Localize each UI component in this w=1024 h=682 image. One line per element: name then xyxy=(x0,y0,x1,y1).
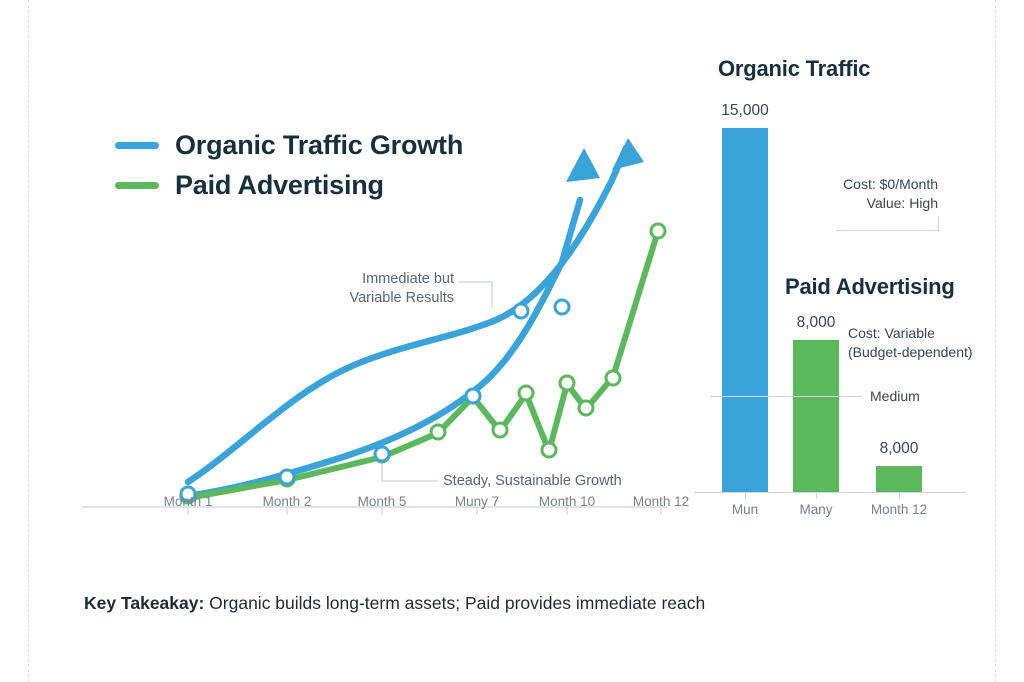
legend-label-organic: Organic Traffic Growth xyxy=(175,130,464,160)
data-point-marker xyxy=(373,445,391,463)
bar-value-2: 8,000 xyxy=(796,314,836,331)
paid-line-markers xyxy=(179,222,667,505)
legend-item-organic: Organic Traffic Growth xyxy=(115,130,463,161)
page-guide-right xyxy=(995,0,996,682)
key-takeaway-text: Organic builds long-term assets; Paid pr… xyxy=(204,593,706,613)
bar-tick-1 xyxy=(745,492,746,499)
legend-item-paid: Paid Advertising xyxy=(115,170,463,201)
data-point-marker xyxy=(604,369,622,387)
line-x-label-1: Month 1 xyxy=(163,494,213,509)
paid-cost-line: Cost: Variable xyxy=(848,325,935,341)
page-guide-left xyxy=(28,0,29,682)
annotation-immediate-results: Immediate but Variable Results xyxy=(334,270,454,309)
legend-swatch-organic xyxy=(115,142,159,149)
annotation-immediate-line1: Immediate but xyxy=(362,271,454,287)
organic-note-underline-tick xyxy=(938,216,939,231)
bar-3 xyxy=(876,466,922,492)
bar-value-3: 8,000 xyxy=(879,440,919,457)
organic-arrowhead-upper xyxy=(612,138,644,170)
bar-2 xyxy=(793,340,839,492)
organic-line-markers xyxy=(179,298,571,503)
paid-cost-note: Cost: Variable (Budget-dependent) xyxy=(848,324,973,363)
line-x-label-2: Month 2 xyxy=(262,494,312,509)
annotation-steady-growth: Steady, Sustainable Growth xyxy=(443,473,622,489)
organic-traffic-title: Organic Traffic xyxy=(718,56,871,81)
bar-value-1: 15,000 xyxy=(721,102,769,119)
data-point-marker xyxy=(540,441,558,459)
x-axis-ticks xyxy=(187,507,662,515)
organic-cost-value-note: Cost: $0/Month Value: High xyxy=(808,175,938,214)
bar-x-label-1: Mun xyxy=(731,502,759,517)
legend-label-paid: Paid Advertising xyxy=(175,170,384,200)
key-takeaway-label: Key Takeakay: xyxy=(84,593,205,613)
organic-curve-upper xyxy=(184,144,630,486)
bar-chart-panel: Organic Traffic Paid Advertising 15,000 8… xyxy=(690,30,990,520)
line-chart-svg xyxy=(82,138,668,515)
organic-cost-line: Cost: $0/Month xyxy=(843,176,938,192)
organic-note-underline xyxy=(836,230,938,231)
key-takeaway: Key Takeakay: Organic builds long-term a… xyxy=(84,593,705,614)
paid-value-note: Medium xyxy=(870,388,920,404)
bar-tick-2 xyxy=(816,492,817,499)
bar-chart-x-axis-labels: Mun Many Month 12 xyxy=(690,502,990,528)
line-chart-x-axis-labels: Month 1 Month 2 Month 5 Muny 7 Month 10 Month… xyxy=(60,494,690,524)
bar-x-label-2: Many xyxy=(799,502,833,517)
annotation-immediate-line2: Variable Results xyxy=(349,290,454,307)
data-point-marker xyxy=(491,421,509,439)
data-point-marker xyxy=(464,387,482,405)
bars-layer: 15,000 8,000 8,000 xyxy=(690,30,990,492)
data-point-marker xyxy=(278,468,296,486)
data-point-marker xyxy=(577,399,595,417)
paid-budget-line: (Budget-dependent) xyxy=(848,344,973,361)
paid-advertising-title: Paid Advertising xyxy=(785,274,955,299)
data-point-marker xyxy=(558,374,576,392)
line-x-label-4: Muny 7 xyxy=(454,494,500,509)
data-point-marker xyxy=(649,222,667,240)
organic-value-line: Value: High xyxy=(866,195,938,212)
data-point-marker xyxy=(512,302,530,320)
line-x-label-5: Month 10 xyxy=(538,494,596,509)
chart-legend: Organic Traffic Growth Paid Advertising xyxy=(115,130,463,210)
leader-line-steady xyxy=(381,460,438,482)
organic-curve-main xyxy=(184,196,584,500)
data-point-marker xyxy=(179,485,197,503)
leader-line-immediate xyxy=(458,281,493,308)
line-chart-panel: Organic Traffic Growth Paid Advertising … xyxy=(60,30,689,520)
data-point-marker xyxy=(429,423,447,441)
bar-x-label-3: Month 12 xyxy=(870,502,928,517)
data-point-marker xyxy=(553,298,571,316)
legend-swatch-paid xyxy=(115,182,159,189)
bar-tick-3 xyxy=(899,492,900,499)
line-x-label-6: Month 12 xyxy=(632,494,690,509)
bar-1 xyxy=(722,128,768,492)
data-point-marker xyxy=(517,384,535,402)
bar-chart-baseline xyxy=(694,492,966,493)
organic-arrowhead-main xyxy=(566,148,600,182)
line-x-label-3: Month 5 xyxy=(357,494,407,509)
medium-leader-line xyxy=(710,396,862,397)
